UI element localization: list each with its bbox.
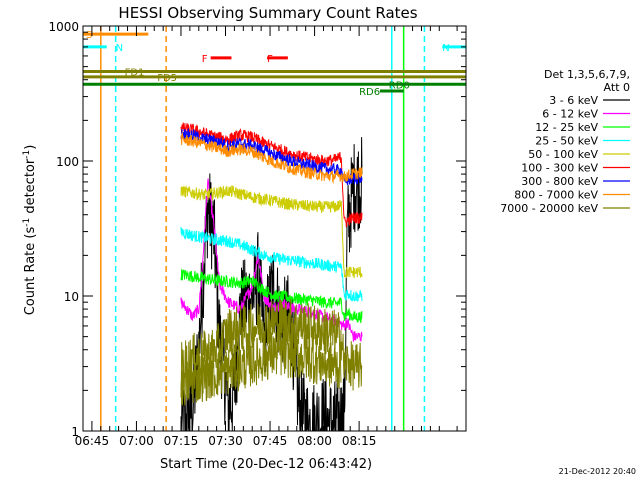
x-tick-label-07-45: 07:45 (253, 434, 288, 448)
axes: 06:45 07:00 07:15 07:30 07:45 08:00 08:15 1 10 10… (48, 20, 467, 448)
plot-frame (82, 25, 467, 432)
y-tick-label-1: 1 (71, 425, 79, 439)
series-line-12-25-kev (180, 269, 363, 324)
flag-label-rd0-8: RD0 (389, 80, 410, 91)
flag-label-fd5-7: FD5 (157, 73, 177, 84)
legend-label-800-7000-kev: 800 - 7000 keV (514, 189, 598, 202)
legend-label-100-300-kev: 100 - 300 keV (521, 162, 598, 175)
x-tick-label-07-30: 07:30 (208, 434, 243, 448)
series-line-25-50-kev (180, 227, 363, 302)
chart-title: HESSI Observing Summary Count Rates (118, 4, 417, 22)
timestamp: 21-Dec-2012 20:40 (559, 467, 636, 476)
legend-label-7000-20000-kev: 7000 - 20000 keV (500, 202, 598, 215)
series-line-50-100-kev (180, 184, 363, 278)
legend-label-12-25-kev: 12 - 25 keV (535, 121, 598, 134)
y-tick-label-10: 10 (64, 290, 79, 304)
x-tick-label-06-45: 06:45 (75, 434, 110, 448)
y-axis-label-sup1: -1 (22, 218, 32, 227)
flag-label-fd1-6: FD1 (125, 68, 145, 79)
y-axis-label-sup2: -1 (22, 150, 32, 159)
x-axis-label: Start Time (20-Dec-12 06:43:42) (160, 457, 372, 472)
legend-label-25-50-kev: 25 - 50 keV (535, 135, 598, 148)
legend-label-50-100-kev: 50 - 100 keV (528, 148, 598, 161)
legend-label-6-12-kev: 6 - 12 keV (542, 108, 598, 121)
legend-title-line1: Det 1,3,5,6,7,9, (544, 68, 630, 81)
x-tick-label-07-15: 07:15 (164, 434, 199, 448)
x-tick-label-07-00: 07:00 (119, 434, 154, 448)
series-line-7000-20000-kev-lower-band (180, 330, 342, 406)
y-axis-label-main: Count Rate (s (23, 227, 38, 316)
legend-label-3-6-kev: 3 - 6 keV (549, 94, 598, 107)
legend-title-line2: Att 0 (604, 81, 630, 94)
y-axis-label-end: ) (23, 145, 38, 150)
flag-label-rd6-9: RD6 (359, 87, 380, 98)
flag-label-f-4: F (202, 54, 208, 65)
y-tick-label-1000: 1000 (48, 20, 79, 34)
y-tick-label-100: 100 (56, 155, 79, 169)
x-tick-label-08-15: 08:15 (342, 434, 377, 448)
flag-label-f-5: F (267, 54, 273, 65)
flag-label-n-2: N (116, 43, 123, 54)
y-axis-label-mid: detector (23, 158, 38, 218)
plot-area: S N N F F FD1 FD5 RD0 RD6 (83, 26, 466, 431)
legend-label-300-800-kev: 300 - 800 keV (521, 175, 598, 188)
flag-label-n-3: N (442, 43, 449, 54)
x-tick-label-08-00: 08:00 (297, 434, 332, 448)
flag-label-s-1: S (86, 30, 92, 41)
series-line-800-7000-kev (180, 131, 363, 185)
y-axis-label: Count Rate (s-1 detector-1) (22, 145, 38, 316)
series-line-100-300-kev (180, 122, 363, 228)
